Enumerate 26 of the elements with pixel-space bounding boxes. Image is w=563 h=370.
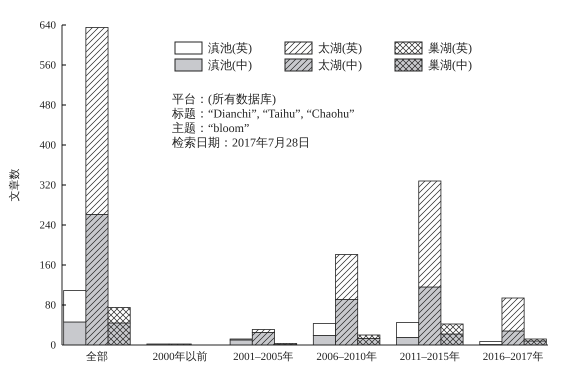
legend-label: 滇池(中) [208,58,252,72]
x-tick-label: 全部 [86,350,108,363]
x-tick-label: 2006–2010年 [316,351,377,363]
legend-label: 巢湖(英) [428,41,472,55]
y-tick-label: 400 [40,140,56,152]
x-tick-label: 2016–2017年 [482,351,544,363]
y-tick-label: 240 [40,220,56,232]
legend-label: 巢湖(中) [428,58,472,72]
y-tick-label: 480 [40,100,56,112]
annotation: 检索日期：2017年7月28日 [172,136,310,150]
y-tick-label: 560 [40,60,56,72]
annotation: 主题：“bloom” [172,121,250,135]
legend-label: 滇池(英) [208,41,252,55]
y-tick-label: 80 [45,300,56,312]
annotation: 平台：(所有数据库) [172,92,276,106]
y-tick-label: 320 [40,180,56,192]
x-tick-label: 2001–2005年 [233,351,294,363]
y-axis-title: 文章数 [8,168,21,202]
legend-label: 太湖(英) [318,41,362,55]
legend-label: 太湖(中) [318,58,362,72]
y-tick-label: 160 [40,260,56,272]
x-tick-label: 2000年以前 [152,350,208,363]
y-tick-label: 0 [50,340,56,352]
annotation: 标题：“Dianchi”, “Taihu”, “Chaohu” [171,106,354,120]
y-tick-label: 640 [40,20,56,32]
x-tick-label: 2011–2015年 [400,351,460,363]
